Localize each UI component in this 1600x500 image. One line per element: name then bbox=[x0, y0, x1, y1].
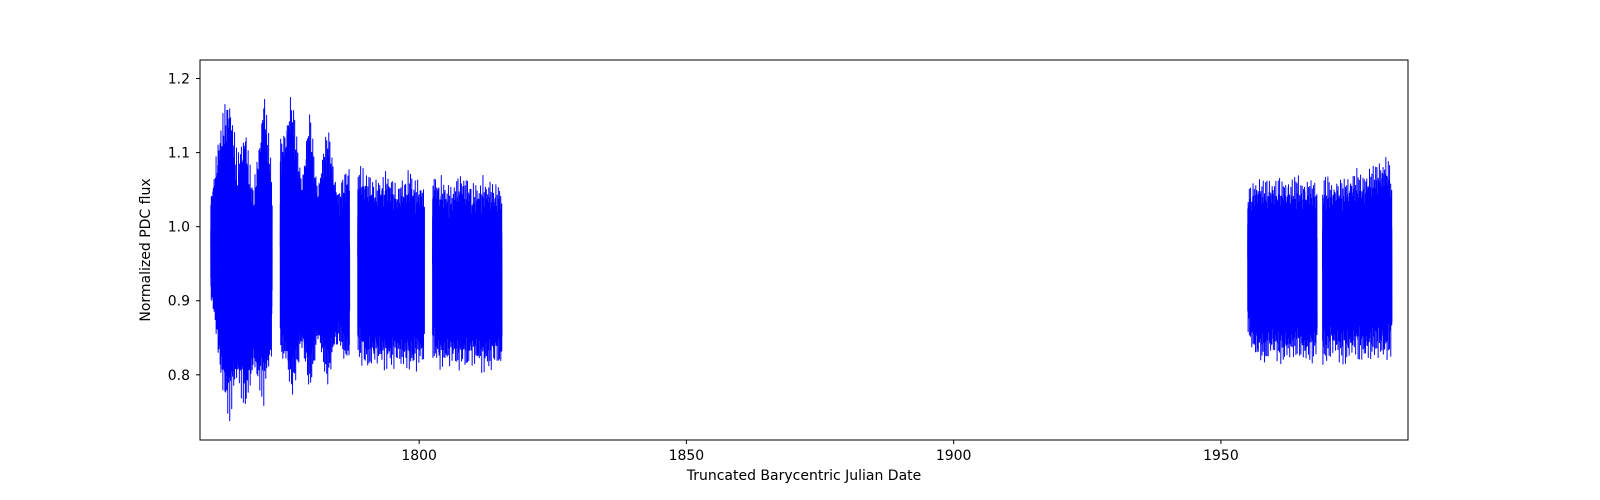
y-axis-label: Normalized PDC flux bbox=[138, 178, 154, 321]
y-tick-label: 1.0 bbox=[168, 220, 190, 236]
chart-container: 1800 1850 1900 1950 0.8 0.9 1.0 1.1 1.2 Truncated… bbox=[0, 0, 1600, 500]
y-tick-label: 1.2 bbox=[168, 72, 190, 88]
x-tick-label: 1850 bbox=[669, 448, 705, 464]
lightcurve-chart: 1800 1850 1900 1950 0.8 0.9 1.0 1.1 1.2 Truncated… bbox=[0, 0, 1600, 500]
x-tick-label: 1800 bbox=[401, 448, 437, 464]
y-tick-label: 0.8 bbox=[168, 368, 190, 384]
lightcurve-segment bbox=[433, 176, 502, 373]
x-tick-label: 1950 bbox=[1203, 448, 1239, 464]
lightcurve-segment bbox=[1248, 176, 1317, 364]
y-tick-label: 1.1 bbox=[168, 146, 190, 162]
x-tick-label: 1900 bbox=[936, 448, 972, 464]
x-axis-label: Truncated Barycentric Julian Date bbox=[686, 468, 922, 484]
lightcurve-segment bbox=[358, 167, 425, 372]
y-tick-label: 0.9 bbox=[168, 294, 190, 310]
